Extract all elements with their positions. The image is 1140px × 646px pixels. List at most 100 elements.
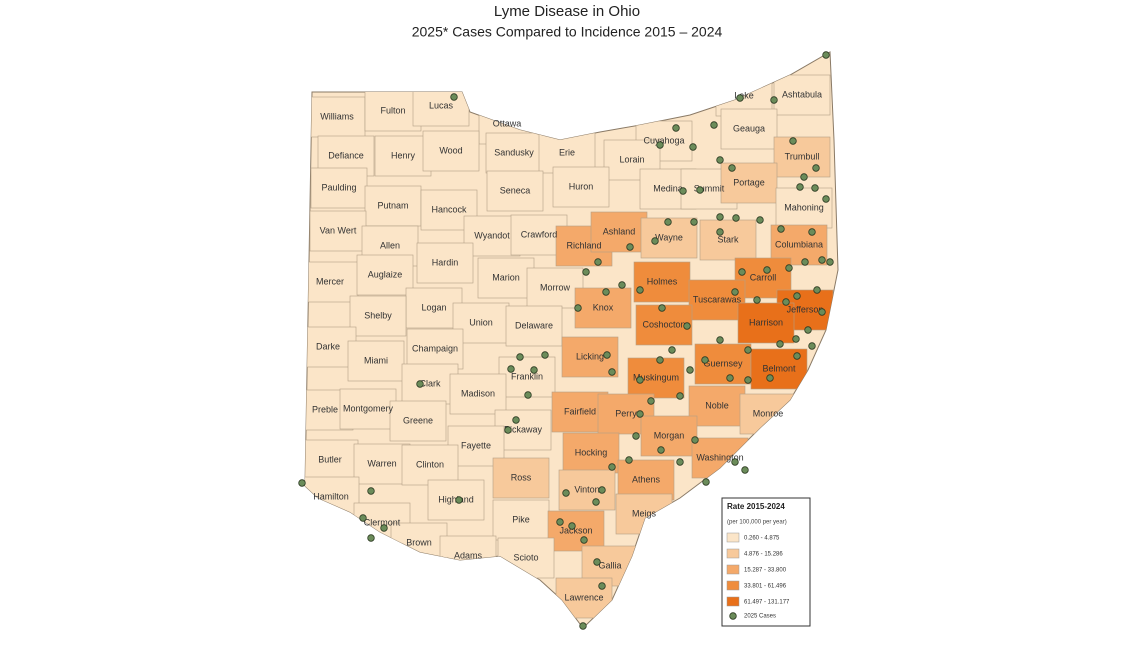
case-point	[812, 164, 820, 172]
case-point	[710, 121, 718, 129]
case-point	[455, 496, 463, 504]
county-label: Allen	[380, 240, 400, 250]
county-label: Belmont	[762, 363, 796, 373]
county	[633, 261, 691, 303]
county-label: Franklin	[511, 371, 543, 381]
legend-label: 0.260 - 4.875	[744, 536, 780, 542]
case-point	[574, 304, 582, 312]
county	[485, 132, 543, 174]
county-label: Washington	[696, 452, 743, 462]
county-label: Mahoning	[784, 202, 824, 212]
case-point	[676, 458, 684, 466]
legend-title: Rate 2015-2024	[727, 502, 785, 511]
case-point	[568, 522, 576, 530]
case-point	[689, 143, 697, 151]
case-point	[726, 374, 734, 382]
case-point	[777, 225, 785, 233]
case-point	[626, 243, 634, 251]
county	[347, 340, 405, 382]
county-label: Brown	[406, 537, 432, 547]
case-point	[785, 264, 793, 272]
county-label: Gallia	[598, 560, 621, 570]
county	[492, 457, 550, 499]
case-point	[782, 298, 790, 306]
legend: Rate 2015-2024 (per 100,000 per year) 0.…	[721, 497, 811, 627]
county	[734, 257, 792, 299]
county-label: Cuyahoga	[643, 135, 684, 145]
county	[688, 385, 746, 427]
county	[310, 167, 368, 209]
county-label: Ashtabula	[782, 89, 822, 99]
case-point	[753, 296, 761, 304]
case-point	[776, 340, 784, 348]
county-label: Shelby	[364, 310, 392, 320]
county-label: Erie	[559, 147, 575, 157]
county	[339, 388, 397, 430]
counties	[305, 74, 834, 619]
case-point	[593, 558, 601, 566]
case-point	[367, 534, 375, 542]
case-point	[676, 392, 684, 400]
county-label: Medina	[653, 183, 683, 193]
case-point	[736, 94, 744, 102]
county	[305, 261, 359, 303]
county	[449, 373, 507, 415]
case-point	[808, 228, 816, 236]
county-label: Trumbull	[785, 151, 820, 161]
case-point	[716, 228, 724, 236]
county-label: Perry	[615, 408, 637, 418]
county-label: Stark	[717, 234, 739, 244]
case-point	[562, 489, 570, 497]
case-point	[625, 456, 633, 464]
county-label: Scioto	[513, 552, 538, 562]
map-title: Lyme Disease in Ohio	[494, 3, 640, 20]
county	[590, 211, 648, 253]
case-point	[632, 432, 640, 440]
case-point	[664, 218, 672, 226]
map-subtitle: 2025* Cases Compared to Incidence 2015 –…	[412, 24, 723, 40]
case-point	[792, 335, 800, 343]
case-point	[732, 214, 740, 222]
county	[574, 287, 632, 329]
county-label: Guernsey	[703, 358, 743, 368]
case-point	[741, 466, 749, 474]
case-points	[298, 51, 834, 630]
legend-swatch	[726, 580, 740, 591]
case-point	[668, 346, 676, 354]
county-label: Wood	[439, 145, 462, 155]
county	[775, 187, 833, 229]
case-point	[702, 478, 710, 486]
case-point	[602, 288, 610, 296]
county-label: Madison	[461, 388, 495, 398]
county-label: Hardin	[432, 257, 459, 267]
case-point	[763, 266, 771, 274]
legend-subtitle: (per 100,000 per year)	[727, 520, 787, 526]
county-label: Columbiana	[775, 239, 823, 249]
county-label: Clark	[419, 378, 441, 388]
county-label: Knox	[593, 302, 614, 312]
case-point	[582, 268, 590, 276]
county-label: Meigs	[632, 508, 657, 518]
case-point	[658, 304, 666, 312]
case-point	[770, 96, 778, 104]
case-point	[524, 391, 532, 399]
county-label: Champaign	[412, 343, 458, 353]
legend-label: 61.497 - 131.177	[744, 600, 790, 606]
county	[526, 267, 584, 309]
county-label: Lawrence	[564, 592, 603, 602]
case-point	[691, 436, 699, 444]
county	[694, 343, 752, 385]
county	[405, 287, 463, 329]
case-point	[512, 416, 520, 424]
county-label: Wayne	[655, 232, 683, 242]
county-label: Clinton	[416, 459, 444, 469]
county-label: Paulding	[321, 182, 356, 192]
county-label: Tuscarawas	[693, 294, 742, 304]
county-label: Greene	[403, 415, 433, 425]
county-label: Harrison	[749, 317, 783, 327]
county-label: Coshocton	[642, 319, 685, 329]
county-label: Vinton	[574, 484, 599, 494]
county	[538, 132, 596, 174]
case-point	[359, 514, 367, 522]
county-label: Butler	[318, 454, 342, 464]
